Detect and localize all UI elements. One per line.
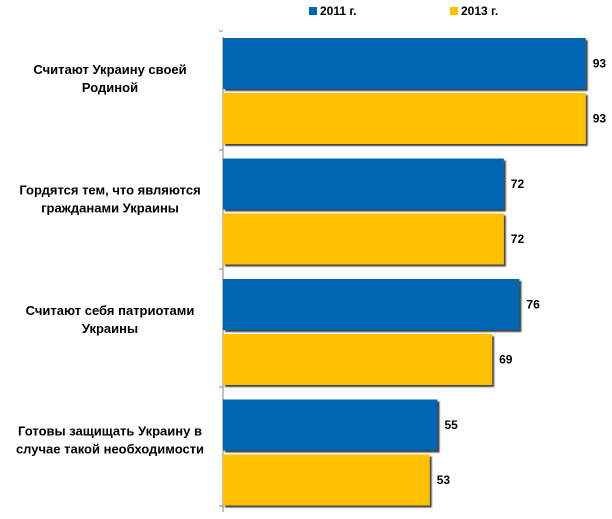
data-label: 53 [437, 473, 451, 487]
bar-2013-cat4 [223, 454, 430, 506]
bar-2013-cat2 [223, 213, 504, 265]
data-label: 93 [593, 112, 607, 126]
bar-2013-cat1 [223, 93, 586, 144]
category-label: Считают Украину своей Родиной [33, 62, 186, 95]
bar-2011-cat2 [223, 158, 504, 210]
data-label: 72 [511, 232, 525, 246]
legend: 2011 г. 2013 г. [309, 4, 498, 18]
legend-label-2013: 2013 г. [461, 4, 498, 18]
bar-2011-cat4 [223, 399, 438, 451]
category-label: Считают себя патриотами Украины [26, 303, 195, 336]
legend-item-2013: 2013 г. [450, 4, 498, 18]
category-label: Гордятся тем, что являются гражданами Укр… [19, 183, 200, 216]
category-labels: Считают Украину своей Родиной Гордятся тем… [16, 62, 204, 457]
bar-2011-cat1 [223, 38, 586, 89]
data-label: 69 [499, 353, 513, 367]
data-label: 76 [526, 298, 540, 312]
category-axis [219, 30, 224, 512]
bar-2013-cat3 [223, 334, 493, 385]
legend-label-2011: 2011 г. [320, 4, 357, 18]
data-label: 72 [511, 177, 525, 191]
data-label: 55 [445, 418, 459, 432]
legend-swatch-2013 [450, 7, 458, 15]
bar-2011-cat3 [223, 279, 520, 330]
legend-item-2011: 2011 г. [309, 4, 357, 18]
bars: 93 93 72 72 76 69 55 53 [223, 38, 606, 506]
legend-swatch-2011 [309, 7, 317, 15]
data-label: 93 [593, 57, 607, 71]
category-label: Готовы защищать Украину в случае такой не… [16, 424, 204, 457]
